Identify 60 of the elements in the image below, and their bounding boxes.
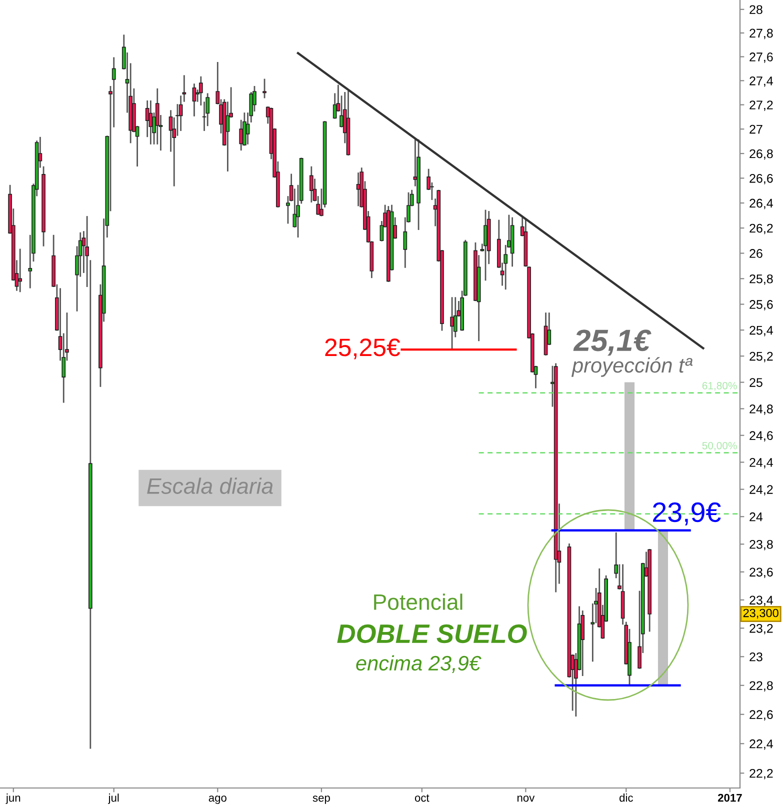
y-tick-label: 23	[750, 652, 762, 662]
y-tick-label: 26,2	[750, 224, 773, 234]
x-tick-label: jun	[6, 794, 20, 804]
y-tick-label: 24,2	[750, 485, 773, 496]
y-tick-label: 23,2	[750, 624, 773, 634]
candlestick	[450, 297, 454, 350]
candlestick	[198, 76, 203, 106]
y-tick-label: 23,6	[750, 568, 773, 578]
annotation: proyección tª	[571, 357, 693, 377]
candlestick	[112, 57, 116, 128]
x-tick-label: ago	[208, 796, 226, 804]
x-tick-label: 2017	[718, 794, 742, 802]
candlestick	[226, 102, 230, 172]
x-tick-label: dic	[620, 794, 633, 802]
annotation: 25,1€	[573, 330, 652, 356]
y-tick-label: 22,6	[750, 710, 773, 721]
y-tick-label: 26	[750, 249, 762, 258]
x-tick-label: oct	[414, 794, 430, 802]
y-tick-label: 24,4	[750, 458, 773, 468]
y-tick-label: 28	[750, 5, 762, 14]
candlestick	[309, 166, 314, 202]
candlestick	[484, 210, 488, 281]
annotation: 23,9€	[653, 502, 721, 526]
y-tick-label: 24,6	[750, 431, 773, 442]
y-tick-label: 23,8	[750, 540, 773, 550]
y-tick-label: 24,8	[750, 404, 773, 415]
y-tick-label: 26,8	[750, 149, 773, 160]
x-tick-label: jul	[108, 794, 119, 804]
annotation: 25,25€	[325, 338, 400, 360]
annotation: Potencial	[374, 594, 462, 610]
annotation: DOBLE SUELO	[337, 624, 527, 644]
x-tick-label: sep	[312, 796, 330, 804]
y-tick-label: 22,2	[750, 768, 773, 780]
y-tick-label: 26,6	[750, 174, 773, 184]
x-tick-label: nov	[517, 796, 535, 802]
annotation: Escala diaria	[147, 478, 273, 494]
text: 23,300	[743, 608, 778, 619]
annotation: 50,00%	[702, 442, 737, 451]
candlestick	[262, 78, 266, 98]
candlestick	[192, 84, 196, 116]
y-tick-label: 27,6	[750, 52, 773, 63]
candlestick	[182, 75, 186, 102]
y-tick-label: 26,4	[750, 198, 773, 210]
annotation: 61,80%	[702, 382, 737, 391]
y-tick-label: 22,4	[750, 739, 773, 750]
y-tick-label: 25,8	[750, 274, 773, 285]
y-tick-label: 27,2	[750, 100, 773, 111]
annotation: encima 23,9€	[356, 655, 482, 674]
y-tick-label: 24	[750, 512, 763, 522]
y-tick-label: 27,8	[750, 28, 773, 40]
candlestick	[18, 248, 22, 292]
y-tick-label: 27,4	[750, 76, 773, 87]
y-tick-label: 23,4	[750, 596, 773, 606]
y-tick-label: 25	[750, 378, 762, 387]
y-tick-label: 25,4	[750, 326, 773, 336]
candlestick	[176, 104, 180, 136]
y-tick-label: 25,6	[750, 300, 773, 310]
y-tick-label: 25,2	[750, 352, 773, 362]
y-tick-label: 27	[750, 124, 762, 134]
y-tick-label: 22,8	[750, 681, 773, 692]
